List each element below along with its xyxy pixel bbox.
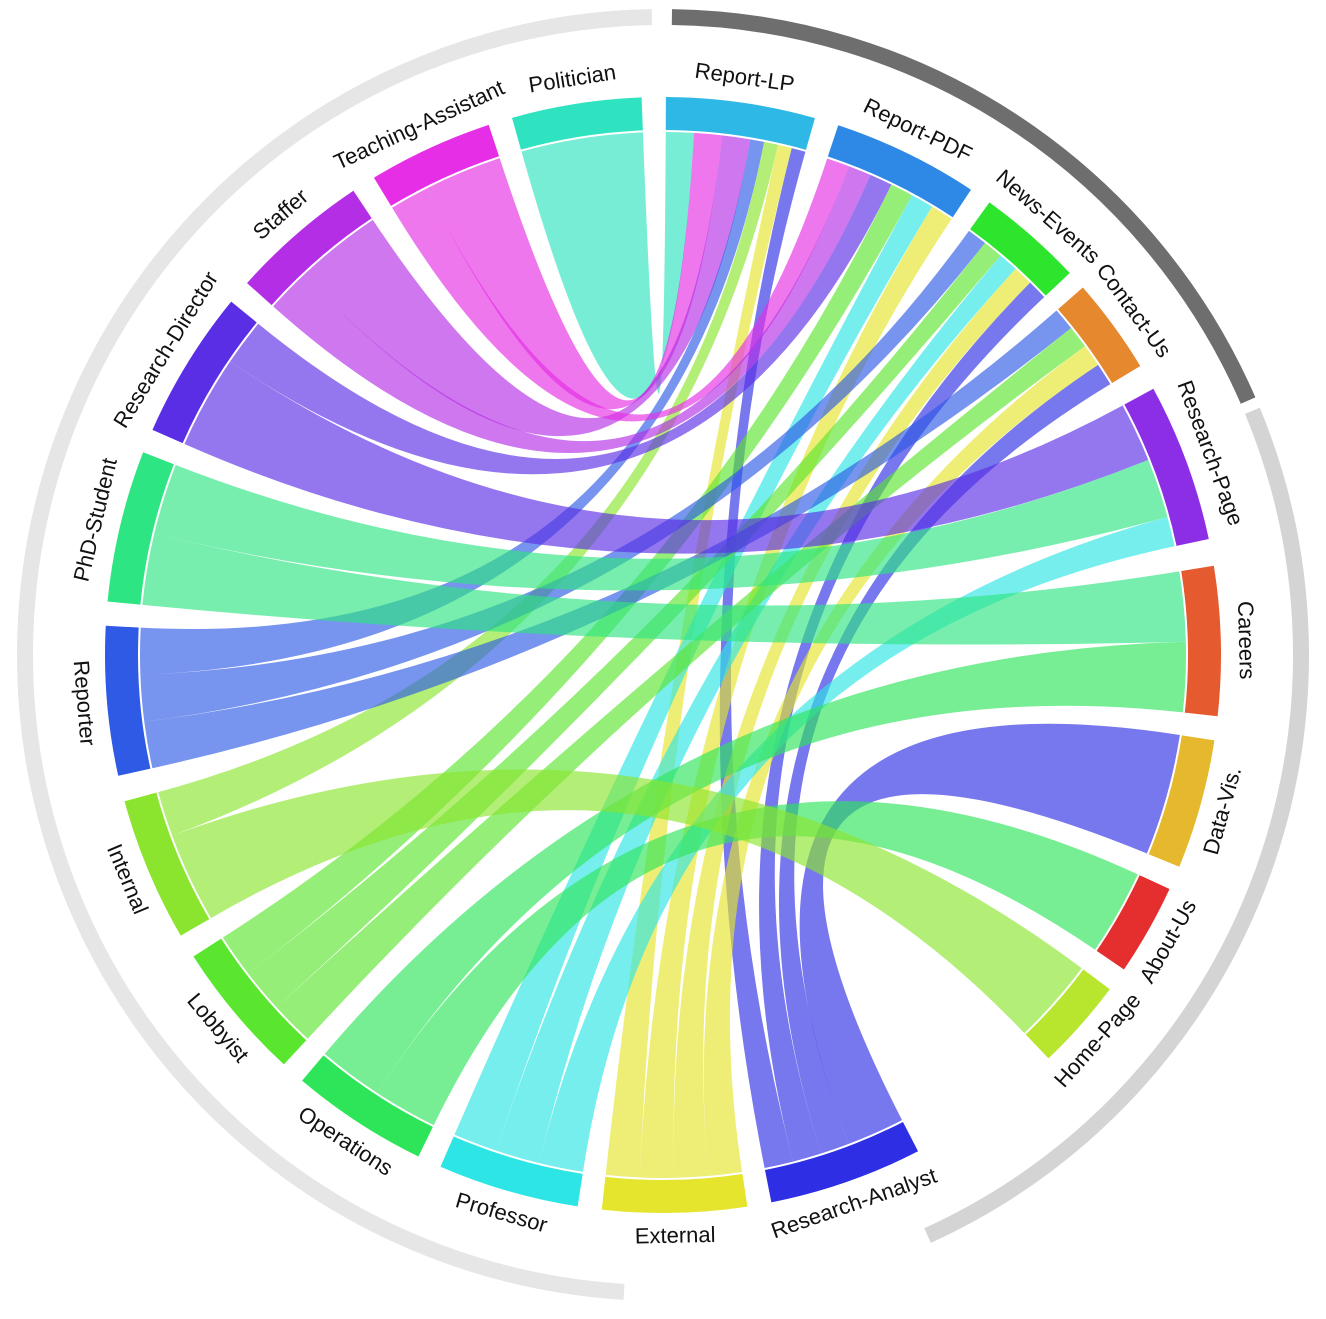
ribbon-operations-to-careers <box>324 641 1186 1093</box>
node-arc-data-vis[interactable] <box>1148 735 1215 867</box>
ribbon-phd-student-to-careers <box>142 533 1186 645</box>
node-arc-lobbyist[interactable] <box>193 938 307 1065</box>
node-arc-teaching-assistant[interactable] <box>373 124 500 206</box>
ribbon-politician-to-report-lp <box>521 132 695 399</box>
node-arc-staffer[interactable] <box>247 190 372 306</box>
node-arc-report-pdf[interactable] <box>827 125 971 218</box>
outer-ring-segment-secondary <box>924 407 1310 1243</box>
node-arc-internal[interactable] <box>124 792 210 936</box>
ribbon-staffer-to-report-pdf <box>273 166 871 454</box>
outer-ring-segment-sources <box>17 9 653 1300</box>
ribbon-research-analyst-to-data-vis <box>799 723 1180 1144</box>
node-arc-careers[interactable] <box>1181 565 1221 717</box>
node-label-report-lp: Report-LP <box>693 58 796 97</box>
ribbon-external-to-news-events <box>673 268 1031 1178</box>
outer-ring <box>17 9 1310 1300</box>
ribbon-teaching-assistant-to-report-lp <box>426 132 723 410</box>
ribbon-professor-to-news-events <box>496 255 1016 1164</box>
ribbon-lobbyist-to-report-pdf <box>222 184 913 974</box>
node-arc-research-director[interactable] <box>152 301 257 444</box>
ribbon-research-analyst-to-news-events <box>759 282 1045 1162</box>
ribbon-research-director-to-research-page <box>184 361 1149 554</box>
ribbon-teaching-assistant-to-report-pdf <box>392 158 850 422</box>
ribbons <box>139 132 1186 1178</box>
ribbon-external-to-report-pdf <box>639 206 952 1178</box>
ribbon-internal-to-home-page <box>172 769 1082 1034</box>
ribbon-operations-to-about-us <box>377 801 1138 1126</box>
node-label-external: External <box>635 1222 716 1249</box>
node-arc-about-us[interactable] <box>1096 875 1170 970</box>
node-arc-external[interactable] <box>601 1173 748 1213</box>
ribbon-reporter-to-contact-us <box>144 310 1072 769</box>
node-label-politician: Politician <box>527 59 618 97</box>
node-arc-reporter[interactable] <box>104 625 151 776</box>
node-arc-contact-us[interactable] <box>1058 287 1141 384</box>
ribbon-research-director-to-report-pdf <box>230 174 892 475</box>
node-label-careers: Careers <box>1233 601 1260 680</box>
node-arc-research-analyst[interactable] <box>764 1121 919 1203</box>
node-arc-report-lp[interactable] <box>665 97 815 150</box>
node-arc-research-page[interactable] <box>1124 388 1209 546</box>
ribbon-reporter-to-news-events <box>140 230 985 722</box>
node-arcs <box>104 97 1221 1213</box>
ribbon-phd-student-to-research-page <box>154 459 1168 591</box>
node-arc-phd-student[interactable] <box>107 452 174 605</box>
node-arc-professor[interactable] <box>440 1136 583 1207</box>
node-arc-news-events[interactable] <box>970 202 1070 296</box>
outer-ring-segment-primary <box>671 9 1256 404</box>
node-arc-politician[interactable] <box>512 97 643 150</box>
ribbon-staffer-to-report-lp <box>303 135 751 437</box>
node-arc-home-page[interactable] <box>1025 969 1110 1059</box>
ribbon-research-analyst-to-report-lp <box>719 148 806 1169</box>
ribbon-lobbyist-to-news-events <box>248 242 1001 1008</box>
node-arc-operations[interactable] <box>302 1055 433 1157</box>
ribbon-lobbyist-to-contact-us <box>276 327 1086 1039</box>
ribbon-research-analyst-to-contact-us <box>778 364 1111 1154</box>
node-label-reporter: Reporter <box>69 659 101 746</box>
